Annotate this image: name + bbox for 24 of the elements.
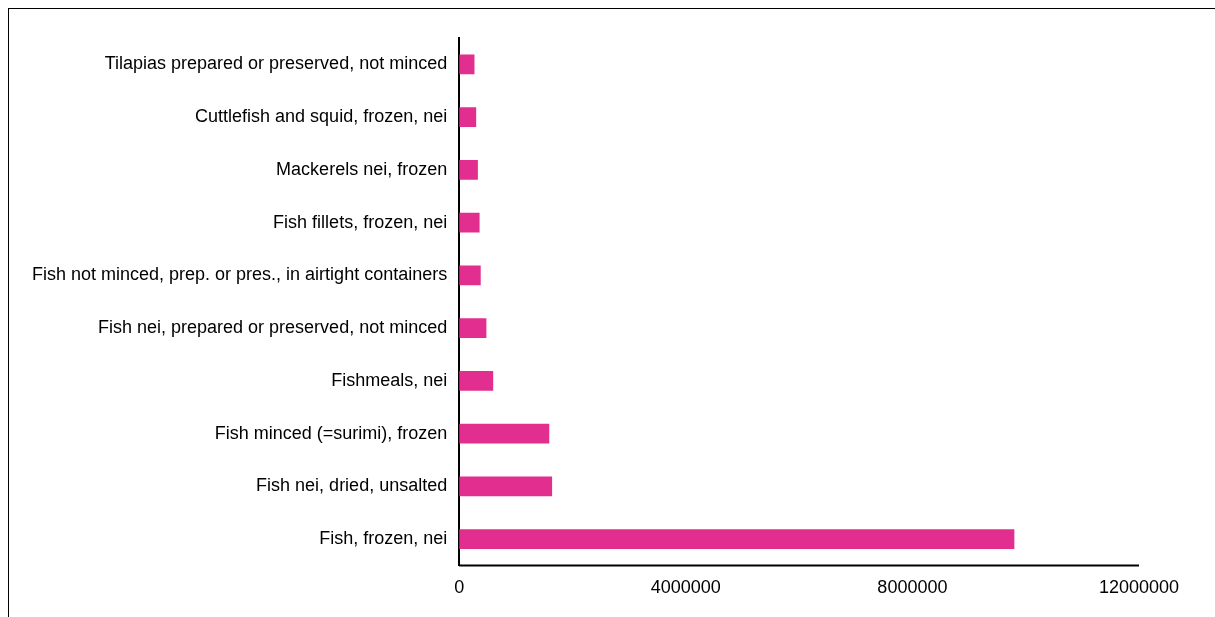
bar [459, 107, 477, 127]
y-tick-label: Fish, frozen, nei [319, 528, 448, 548]
x-tick-label: 0 [454, 577, 465, 598]
y-tick-label: Fish fillets, frozen, nei [273, 211, 448, 232]
y-tick-label: Fish not minced, prep. or pres., in airtight containers [31, 264, 448, 285]
x-tick-label: 4000000 [650, 577, 721, 598]
y-tick-label: Mackerels nei, frozen [276, 158, 448, 179]
bar [459, 318, 487, 338]
bar [459, 370, 494, 391]
y-tick-label: Cuttlefish and squid, frozen, nei [195, 106, 448, 127]
bar [459, 54, 475, 75]
bar [459, 529, 1015, 549]
y-tick-label: Fish nei, prepared or preserved, not minced [98, 317, 448, 338]
bar [459, 265, 481, 286]
bar [459, 212, 480, 233]
x-tick-label: 12000000 [1098, 577, 1180, 598]
bar [459, 476, 553, 497]
bar [459, 423, 550, 444]
y-tick-label: Fish minced (=surimi), frozen [214, 422, 448, 443]
x-tick-label: 8000000 [877, 577, 948, 598]
y-tick-label: Fish nei, dried, unsalted [256, 475, 448, 496]
y-tick-label: Fishmeals, nei [331, 369, 448, 390]
y-tick-label: Tilapias prepared or preserved, not minced [104, 53, 448, 74]
bar [459, 159, 478, 180]
